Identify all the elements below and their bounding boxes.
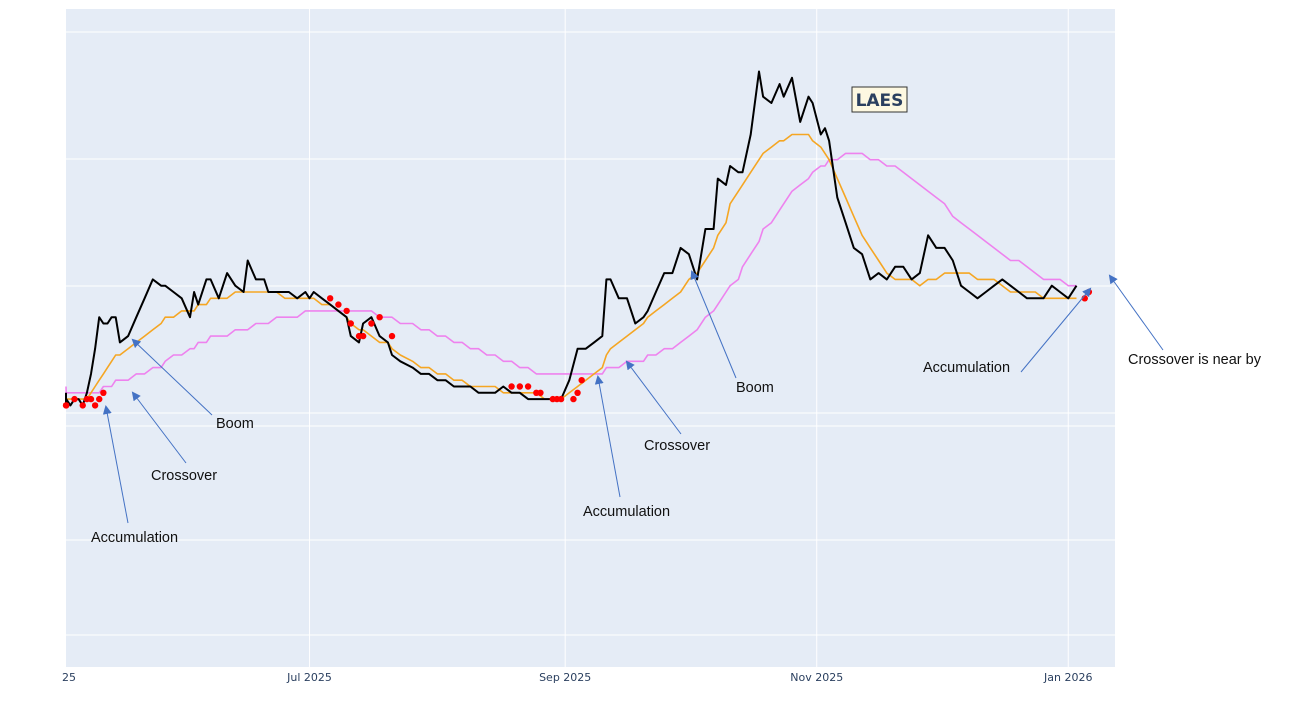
x-tick-label: Sep 2025 xyxy=(539,671,591,684)
horizontal-gridlines xyxy=(66,31,1115,636)
signal-dot xyxy=(326,295,334,302)
annotation-label: Boom xyxy=(736,380,774,396)
annotation-arrow xyxy=(690,270,737,379)
signal-dots xyxy=(62,288,1093,409)
signal-dot xyxy=(537,389,544,396)
signal-dot xyxy=(557,395,565,403)
signal-dot xyxy=(343,307,350,315)
annotation-label: Crossover is near by xyxy=(1128,352,1262,368)
annotation-label: Boom xyxy=(216,416,254,432)
annotation-label: Crossover xyxy=(644,438,710,454)
signal-dot xyxy=(100,389,107,396)
x-tick-label: Nov 2025 xyxy=(790,671,843,684)
annotation-arrow xyxy=(625,360,682,435)
annotation-label: Crossover xyxy=(151,468,217,484)
plot-area xyxy=(66,9,1115,667)
x-tick-label: Jan 2026 xyxy=(1043,671,1092,684)
signal-dot xyxy=(578,377,585,384)
signal-dot xyxy=(524,383,532,390)
signal-dot xyxy=(388,332,396,340)
signal-dot xyxy=(63,402,70,409)
signal-dot xyxy=(570,395,577,403)
annotation-label: Accumulation xyxy=(583,504,670,520)
signal-dot xyxy=(347,320,354,327)
signal-dot xyxy=(574,389,581,396)
ticker-label-box: LAES xyxy=(851,86,908,113)
annotation-arrow xyxy=(1108,274,1164,351)
annotation-arrows xyxy=(102,270,1164,524)
annotation-label: Accumulation xyxy=(91,530,178,546)
ticker-label-background xyxy=(851,86,908,113)
annotation-arrow xyxy=(1020,287,1092,373)
signal-dot xyxy=(96,395,103,403)
annotation-label: Accumulation xyxy=(923,360,1010,376)
signal-dot xyxy=(508,383,515,390)
annotation-arrow xyxy=(131,391,187,464)
signal-dot xyxy=(376,314,383,321)
slow-ma-line xyxy=(65,152,1077,394)
price-line xyxy=(65,70,1078,407)
x-axis-tick-labels: 25 Jul 2025 Sep 2025 Nov 2025 Jan 2026 xyxy=(62,671,1092,684)
signal-dot xyxy=(335,301,342,308)
signal-dot xyxy=(516,383,524,390)
signal-dot xyxy=(87,395,95,403)
x-tick-label: 25 xyxy=(62,671,76,684)
signal-dot xyxy=(71,395,78,403)
signal-dot xyxy=(368,320,375,327)
chart-title: LAES xyxy=(856,91,904,111)
signal-dot xyxy=(359,332,367,340)
signal-dot xyxy=(79,402,86,409)
signal-dot xyxy=(91,402,99,409)
annotation-arrow xyxy=(594,375,621,498)
annotation-labels: Accumulation Crossover Boom Accumulation Cro… xyxy=(91,352,1262,546)
annotation-arrow xyxy=(102,405,129,524)
x-tick-label: Jul 2025 xyxy=(286,671,332,684)
annotation-arrow xyxy=(131,338,213,416)
